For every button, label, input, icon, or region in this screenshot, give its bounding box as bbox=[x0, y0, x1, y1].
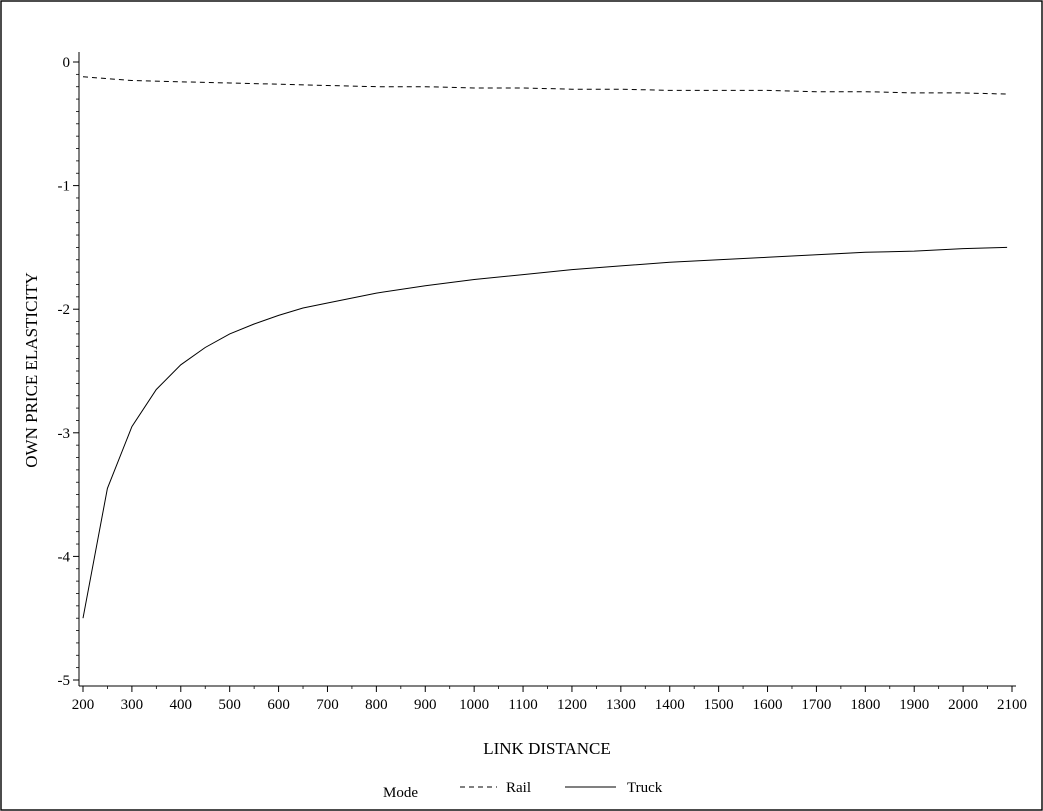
x-tick-label: 400 bbox=[170, 697, 193, 713]
x-tick-label: 900 bbox=[414, 697, 437, 713]
legend-label-truck: Truck bbox=[627, 780, 663, 796]
x-tick-label: 1100 bbox=[508, 697, 537, 713]
y-tick-label: -1 bbox=[58, 179, 71, 195]
y-tick-label: -5 bbox=[58, 673, 71, 689]
x-tick-label: 1500 bbox=[704, 697, 734, 713]
series-line-truck bbox=[82, 246, 1008, 619]
y-tick-label: -2 bbox=[58, 302, 71, 318]
y-tick-label: -4 bbox=[58, 549, 71, 565]
y-tick-label: 0 bbox=[63, 55, 71, 71]
x-tick-label: 600 bbox=[267, 697, 290, 713]
x-tick-label: 300 bbox=[121, 697, 144, 713]
legend-label-rail: Rail bbox=[506, 780, 531, 796]
x-tick-label: 1300 bbox=[606, 697, 636, 713]
x-tick-label: 1900 bbox=[899, 697, 929, 713]
x-tick-label: 2000 bbox=[948, 697, 978, 713]
x-tick-label: 200 bbox=[72, 697, 95, 713]
x-tick-label: 1400 bbox=[655, 697, 685, 713]
legend: Mode Rail Truck bbox=[383, 780, 663, 801]
y-tick-label: -3 bbox=[58, 426, 71, 442]
series-line-rail bbox=[82, 76, 1008, 95]
x-tick-label: 2100 bbox=[997, 697, 1027, 713]
x-tick-label: 1700 bbox=[801, 697, 831, 713]
x-tick-label: 700 bbox=[316, 697, 339, 713]
x-tick-label: 1800 bbox=[850, 697, 880, 713]
y-axis-title: OWN PRICE ELASTICITY bbox=[22, 272, 41, 467]
x-tick-label: 500 bbox=[218, 697, 241, 713]
x-tick-label: 800 bbox=[365, 697, 388, 713]
x-axis-title: LINK DISTANCE bbox=[483, 739, 611, 758]
x-tick-label: 1000 bbox=[459, 697, 489, 713]
x-tick-label: 1600 bbox=[753, 697, 783, 713]
x-tick-label: 1200 bbox=[557, 697, 587, 713]
legend-title: Mode bbox=[383, 785, 418, 801]
